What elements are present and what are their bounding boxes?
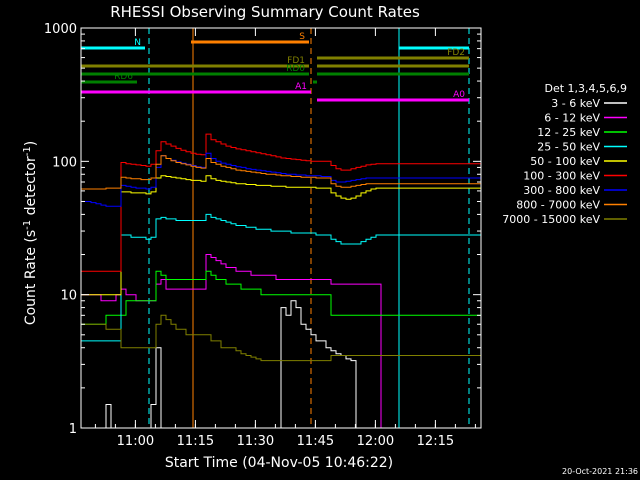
- series-line-8: [81, 314, 481, 362]
- plot-area: N S FD1 FD2 RD0 RD6 A1 A0: [81, 28, 481, 429]
- legend-entry-8: 7000 - 15000 keV: [502, 213, 600, 226]
- y-axis-label-sup2: -1: [22, 146, 33, 156]
- axes: 11:00 11:15 11:30 11:45 12:00 12:15 1 10 100 1000: [44, 22, 481, 449]
- legend-entry-2: 12 - 25 keV: [537, 126, 600, 139]
- flag-label-FD2: FD2: [447, 48, 465, 58]
- x-tick-label-0: 11:00: [117, 434, 154, 449]
- series-line-4: [81, 175, 481, 296]
- y-tick-label-3: 1000: [44, 22, 77, 37]
- y-axis-label-sup1: -1: [22, 220, 33, 230]
- legend-entry-7: 800 - 7000 keV: [516, 199, 600, 212]
- y-tick-label-1: 10: [60, 289, 77, 304]
- series-line-6: [81, 152, 481, 207]
- y-axis-label-end: ): [23, 141, 39, 146]
- footer-date: 20-Oct-2021 21:36: [562, 467, 638, 476]
- x-tick-label-1: 11:15: [177, 434, 214, 449]
- series-line-5: [81, 133, 481, 272]
- x-tick-label-4: 12:00: [357, 434, 394, 449]
- flag-label-FD1: FD1: [287, 56, 305, 66]
- y-tick-label-0: 1: [69, 422, 77, 437]
- legend-entry-0: 3 - 6 keV: [551, 97, 600, 110]
- flag-label-A1: A1: [295, 82, 307, 92]
- y-axis-label-main: Count Rate (s: [23, 230, 39, 325]
- chart-title: RHESSI Observing Summary Count Rates: [110, 3, 420, 21]
- legend-entry-6: 300 - 800 keV: [523, 184, 600, 197]
- legend-entry-3: 25 - 50 keV: [537, 141, 600, 154]
- y-axis-label-mid: detector: [23, 156, 39, 220]
- y-axis-label: Count Rate (s-1 detector-1): [22, 141, 39, 325]
- flag-label-S: S: [299, 32, 305, 42]
- flag-label-RD6: RD6: [114, 72, 133, 82]
- series-line-3: [81, 213, 481, 342]
- legend-header: Det 1,3,4,5,6,9: [544, 82, 627, 95]
- x-tick-label-2: 11:30: [237, 434, 274, 449]
- legend-entry-1: 6 - 12 keV: [544, 112, 600, 125]
- x-tick-label-3: 11:45: [297, 434, 334, 449]
- flag-label-RD0: RD0: [286, 64, 305, 74]
- series-line-2: [81, 270, 481, 325]
- legend-entry-5: 100 - 300 keV: [523, 170, 600, 183]
- flag-label-A0: A0: [453, 90, 465, 100]
- flag-label-N: N: [134, 38, 141, 48]
- y-tick-label-2: 100: [52, 155, 77, 170]
- x-axis-label: Start Time (04-Nov-05 10:46:22): [165, 455, 393, 471]
- legend-entry-4: 50 - 100 keV: [530, 155, 600, 168]
- series-line-7: [81, 155, 481, 190]
- plot-frame: [80, 27, 482, 429]
- x-tick-label-5: 12:15: [417, 434, 454, 449]
